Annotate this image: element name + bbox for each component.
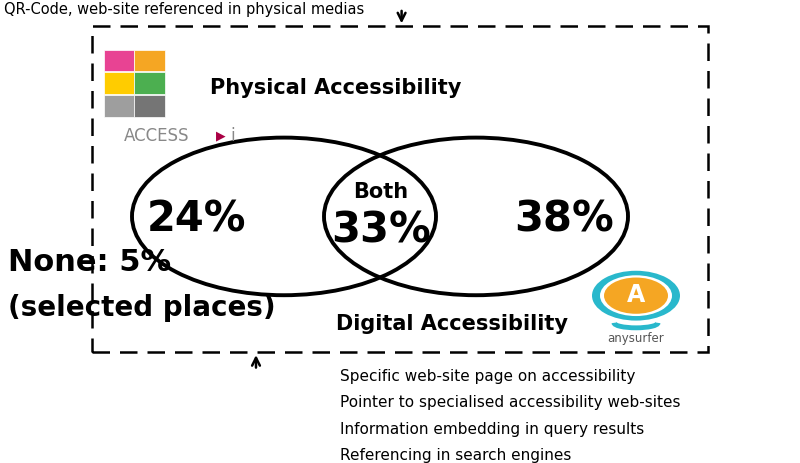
Bar <box>104 73 134 95</box>
Bar <box>134 73 165 95</box>
Text: 38%: 38% <box>514 198 614 240</box>
Circle shape <box>600 275 672 316</box>
Circle shape <box>592 271 680 321</box>
Text: Information embedding in query results: Information embedding in query results <box>340 421 644 436</box>
Circle shape <box>604 278 668 314</box>
Text: Specific web-site page on accessibility: Specific web-site page on accessibility <box>340 369 635 383</box>
Bar <box>134 96 165 118</box>
Text: ACCESS: ACCESS <box>124 126 190 144</box>
Text: ▶: ▶ <box>216 129 226 142</box>
Text: (selected places): (selected places) <box>8 294 276 321</box>
Bar <box>104 96 134 118</box>
Text: Physical Accessibility: Physical Accessibility <box>210 78 462 98</box>
Bar <box>104 50 134 72</box>
Text: Pointer to specialised accessibility web-sites: Pointer to specialised accessibility web… <box>340 394 681 409</box>
Text: anysurfer: anysurfer <box>608 332 664 344</box>
Text: Referencing in search engines: Referencing in search engines <box>340 447 571 462</box>
Text: QR-Code, web-site referenced in physical medias: QR-Code, web-site referenced in physical… <box>4 2 364 17</box>
Bar <box>134 50 165 72</box>
Text: Digital Accessibility: Digital Accessibility <box>336 313 568 333</box>
Text: None: 5%: None: 5% <box>8 248 171 276</box>
Text: A: A <box>627 282 645 306</box>
Text: i: i <box>230 126 235 144</box>
Text: Both: Both <box>354 182 408 202</box>
Text: 33%: 33% <box>331 210 430 251</box>
Text: 24%: 24% <box>146 198 246 240</box>
